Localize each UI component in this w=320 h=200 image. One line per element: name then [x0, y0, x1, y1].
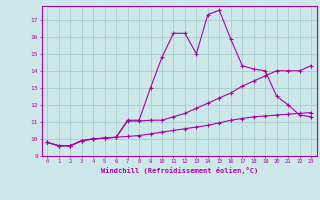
- X-axis label: Windchill (Refroidissement éolien,°C): Windchill (Refroidissement éolien,°C): [100, 167, 258, 174]
